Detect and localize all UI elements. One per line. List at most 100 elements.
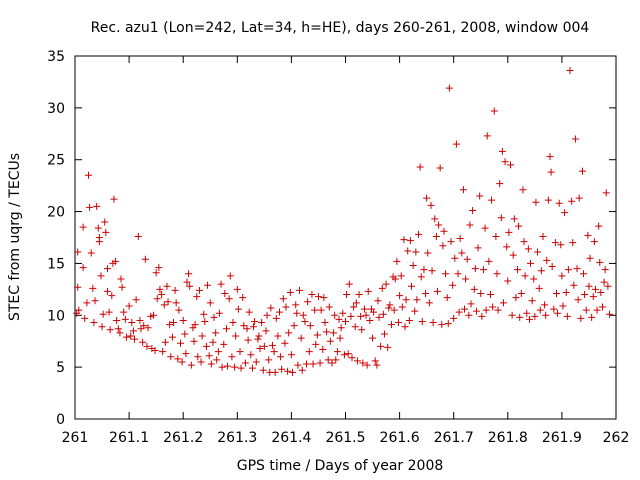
data-point — [105, 308, 113, 316]
data-point — [466, 221, 474, 229]
data-point — [127, 332, 135, 340]
data-point — [312, 340, 320, 348]
data-point — [428, 267, 436, 275]
data-point — [461, 305, 469, 313]
data-point — [510, 215, 518, 223]
data-point — [386, 301, 394, 309]
data-point — [279, 295, 287, 303]
data-point — [366, 316, 374, 324]
data-point — [456, 235, 464, 243]
data-point — [600, 278, 608, 286]
data-point — [384, 343, 392, 351]
data-point — [582, 306, 590, 314]
data-point — [296, 286, 304, 294]
data-point — [225, 295, 233, 303]
data-point — [581, 291, 589, 299]
data-point — [316, 359, 324, 367]
data-point — [604, 282, 612, 290]
data-point — [515, 222, 523, 230]
data-point — [278, 365, 286, 373]
data-point — [411, 307, 419, 315]
data-point — [191, 321, 199, 329]
data-point — [226, 272, 234, 280]
data-point — [527, 259, 535, 267]
data-point — [116, 329, 124, 337]
data-point — [224, 362, 232, 370]
data-point — [156, 285, 164, 293]
data-point — [317, 306, 325, 314]
data-point — [167, 353, 175, 361]
data-point — [554, 309, 562, 317]
data-point — [409, 262, 417, 270]
data-point — [588, 313, 596, 321]
data-point — [263, 311, 271, 319]
data-point — [344, 350, 352, 358]
data-point — [435, 221, 443, 229]
y-tick-label: 10 — [47, 308, 65, 324]
data-point — [398, 303, 406, 311]
data-point — [577, 314, 585, 322]
data-point — [139, 338, 147, 346]
y-tick-label: 25 — [47, 153, 65, 169]
data-point — [391, 275, 399, 283]
data-point — [512, 294, 520, 302]
data-point — [401, 323, 409, 331]
data-point — [90, 319, 98, 327]
data-point — [547, 168, 555, 176]
data-point — [166, 321, 174, 329]
data-point — [91, 297, 99, 305]
data-point — [187, 361, 195, 369]
data-point — [520, 238, 528, 246]
data-point — [331, 311, 339, 319]
data-point — [390, 306, 398, 314]
data-point — [293, 309, 301, 317]
data-point — [537, 267, 545, 275]
data-point — [479, 266, 487, 274]
data-point — [330, 329, 338, 337]
data-point — [240, 322, 248, 330]
data-point — [125, 302, 133, 310]
data-point — [185, 270, 193, 278]
y-tick-label: 5 — [56, 360, 65, 376]
data-point — [159, 348, 167, 356]
data-point — [200, 310, 208, 318]
data-point — [207, 360, 215, 368]
data-point — [158, 291, 166, 299]
data-point — [551, 239, 559, 247]
data-point — [595, 222, 603, 230]
data-point — [439, 242, 447, 250]
data-point — [375, 313, 383, 321]
data-point — [114, 325, 122, 333]
data-point — [262, 327, 270, 335]
data-point — [469, 207, 477, 215]
data-point — [546, 153, 554, 161]
data-point — [539, 232, 547, 240]
data-point — [548, 263, 556, 271]
data-point — [93, 202, 101, 210]
data-point — [256, 344, 264, 352]
y-axis: 0 5 10 15 20 25 30 35 — [47, 49, 616, 428]
data-point — [488, 196, 496, 204]
data-point — [557, 241, 565, 249]
data-point — [234, 305, 242, 313]
data-point — [106, 326, 114, 334]
data-point — [306, 322, 314, 330]
x-tick-label: 261.9 — [542, 430, 582, 446]
data-point — [498, 147, 506, 155]
data-point — [373, 361, 381, 369]
data-point — [121, 315, 129, 323]
data-point — [570, 281, 578, 289]
data-point — [197, 358, 205, 366]
data-point — [371, 357, 379, 365]
data-point — [508, 311, 516, 319]
data-point — [420, 266, 428, 274]
x-tick-label: 261.2 — [163, 430, 203, 446]
data-point — [559, 302, 567, 310]
data-point — [585, 282, 593, 290]
data-point — [458, 249, 466, 257]
data-point — [81, 314, 89, 322]
data-point — [290, 322, 298, 330]
x-tick-label: 261 — [62, 430, 89, 446]
data-point — [413, 296, 421, 304]
